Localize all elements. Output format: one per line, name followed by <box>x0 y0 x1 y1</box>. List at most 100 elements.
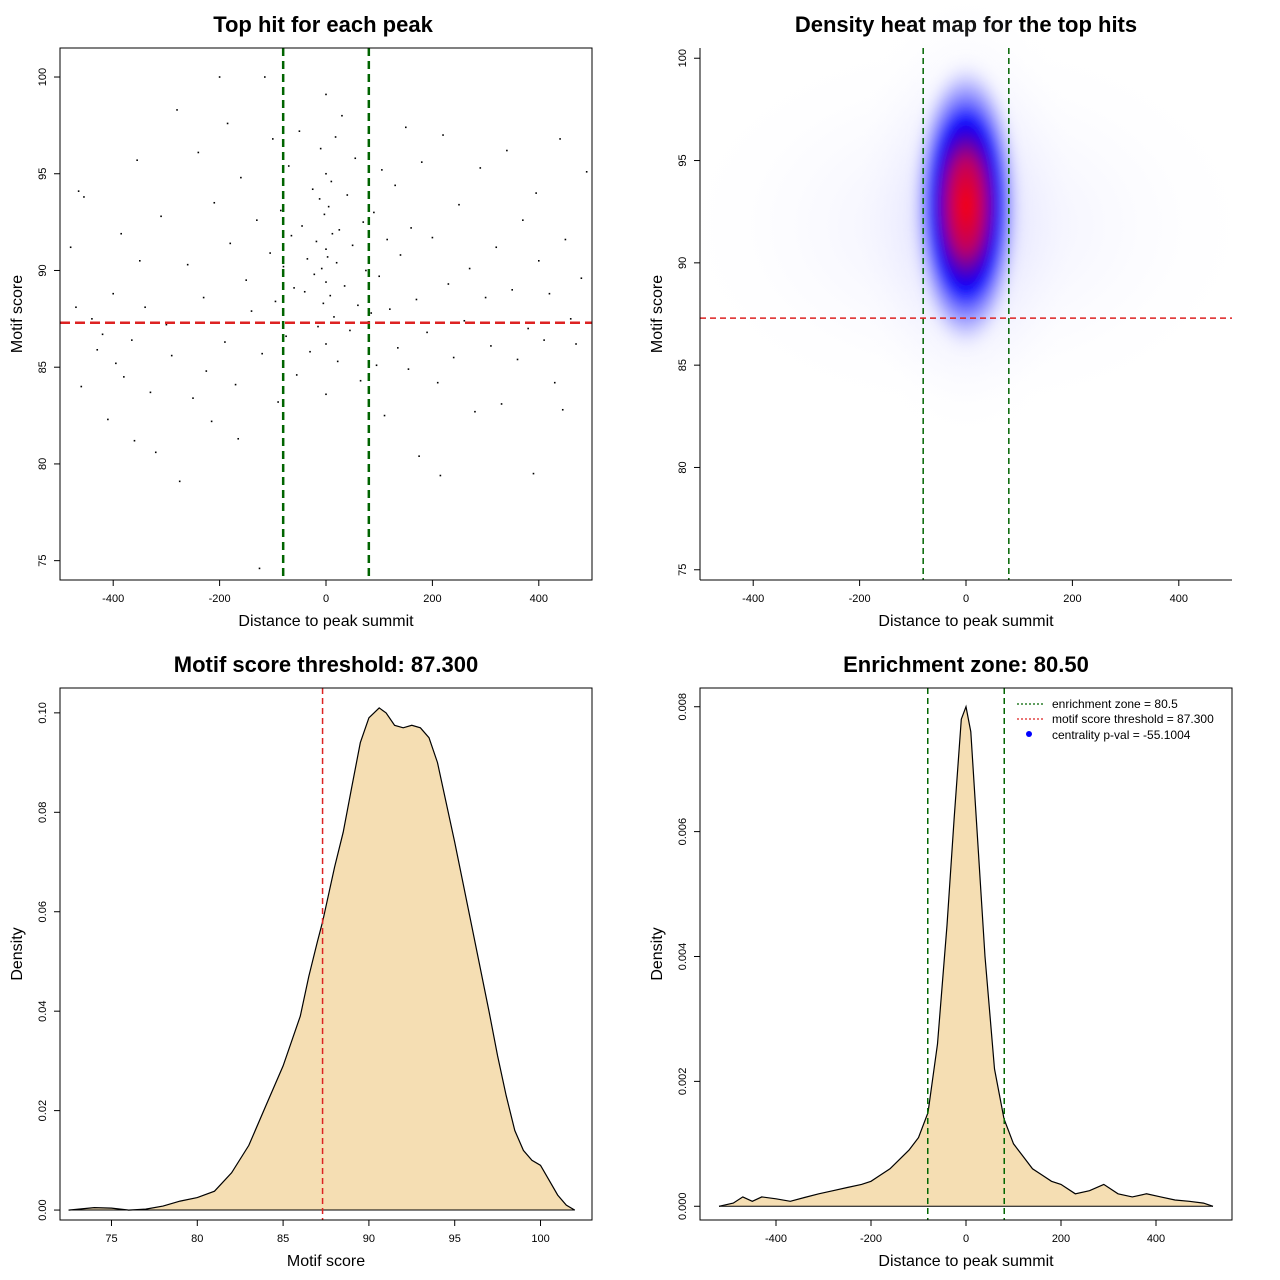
scatter-point <box>170 354 173 357</box>
scatter-point <box>394 184 396 187</box>
scatter-plot-frame <box>59 47 593 581</box>
scatter-point <box>197 151 200 154</box>
scatter-point <box>91 318 93 320</box>
heatmap-density-field <box>666 0 1266 580</box>
scatter-point <box>213 201 216 204</box>
scatter-point <box>436 381 439 384</box>
scatter-point <box>277 401 279 403</box>
scatter-xtick-label: -400 <box>102 593 124 605</box>
scatter-point <box>500 403 503 405</box>
scatter-point <box>325 393 327 396</box>
scatter-point <box>258 567 261 570</box>
scatter-point <box>123 376 125 378</box>
distance-density-curve <box>718 704 1214 1207</box>
heatmap-ytick-label: 80 <box>677 461 689 473</box>
scatter-point <box>83 196 85 198</box>
distance-density-xtick-label: 0 <box>963 1233 969 1245</box>
panel-score-density: Motif score threshold: 87.300 Motif scor… <box>9 652 593 1270</box>
scatter-point <box>319 147 322 150</box>
scatter-point <box>362 221 365 223</box>
scatter-point <box>261 352 263 355</box>
scatter-point <box>165 323 168 326</box>
scatter-title: Top hit for each peak <box>213 12 433 37</box>
scatter-point <box>224 341 226 343</box>
scatter-xlabel: Distance to peak summit <box>238 613 414 630</box>
scatter-point <box>511 289 513 291</box>
scatter-point <box>346 194 349 196</box>
distance-density-xtick-label: 400 <box>1147 1233 1165 1245</box>
scatter-point <box>468 267 471 270</box>
scatter-point <box>298 130 301 132</box>
scatter-point <box>325 281 327 283</box>
scatter-point <box>318 198 321 200</box>
distance-density-reference-lines <box>927 688 1005 1220</box>
scatter-point <box>490 345 492 347</box>
scatter-point <box>186 263 189 266</box>
distance-density-title: Enrichment zone: 80.50 <box>843 652 1089 677</box>
scatter-xtick-label: 200 <box>423 593 441 605</box>
score-density-xtick-label: 80 <box>191 1233 203 1245</box>
distance-density-ytick-label: 0.002 <box>677 1068 689 1096</box>
scatter-point <box>256 219 258 221</box>
legend-label-enrichment-zone: enrichment zone = 80.5 <box>1052 697 1178 711</box>
scatter-point <box>522 219 524 221</box>
score-density-ytick-label: 0.08 <box>37 802 49 823</box>
scatter-point <box>329 294 332 297</box>
scatter-point <box>325 248 327 250</box>
scatter-point <box>325 93 327 96</box>
scatter-point <box>516 358 519 361</box>
scatter-point <box>325 343 327 345</box>
scatter-point <box>120 232 122 235</box>
scatter-point <box>322 302 325 305</box>
scatter-point <box>303 290 306 293</box>
scatter-point <box>131 339 133 341</box>
distance-density-area-fill <box>719 706 1213 1207</box>
scatter-point <box>77 190 80 192</box>
scatter-point <box>357 304 359 307</box>
score-density-area-fill <box>68 707 575 1211</box>
scatter-point <box>192 397 194 399</box>
scatter-point <box>290 234 293 237</box>
scatter-xtick-label: 0 <box>323 593 329 605</box>
scatter-ytick-label: 80 <box>37 458 49 470</box>
scatter-point <box>240 176 242 179</box>
scatter-ytick-label: 95 <box>37 168 49 180</box>
scatter-point <box>234 383 237 386</box>
scatter-point <box>397 347 399 349</box>
heatmap-ytick-label: 100 <box>677 49 689 67</box>
score-density-ytick-label: 0.06 <box>37 901 49 922</box>
scatter-point <box>115 362 117 365</box>
heatmap-xtick-label: -400 <box>742 593 764 605</box>
scatter-point <box>548 292 551 295</box>
scatter-ytick-label: 85 <box>37 361 49 373</box>
scatter-point <box>532 472 535 475</box>
panel-heatmap: Density heat map for the top hits Distan… <box>649 0 1266 630</box>
scatter-point <box>218 76 221 78</box>
scatter-point <box>107 418 109 421</box>
scatter-point <box>389 308 391 310</box>
scatter-point <box>279 209 282 212</box>
scatter-point <box>75 306 77 309</box>
scatter-point <box>341 114 343 117</box>
distance-density-xtick-label: -400 <box>765 1233 787 1245</box>
scatter-point <box>205 370 208 372</box>
scatter-point <box>407 368 410 370</box>
scatter-point <box>383 414 386 417</box>
scatter-xtick-label: -200 <box>209 593 231 605</box>
scatter-point <box>415 298 418 301</box>
distance-density-xlabel: Distance to peak summit <box>878 1253 1054 1270</box>
score-density-xlabel: Motif score <box>287 1253 365 1270</box>
heatmap-xtick-label: 400 <box>1170 593 1188 605</box>
scatter-point <box>439 474 442 477</box>
scatter-point <box>343 285 346 287</box>
scatter-point <box>349 329 351 332</box>
scatter-point <box>447 283 450 285</box>
heatmap-density-core <box>910 55 1022 356</box>
score-density-xtick-label: 100 <box>531 1233 549 1245</box>
scatter-point <box>272 138 274 140</box>
legend-dot-centrality <box>1026 731 1032 737</box>
heatmap-ytick-label: 75 <box>677 564 689 576</box>
scatter-point <box>323 213 326 216</box>
score-density-xtick-label: 95 <box>449 1233 461 1245</box>
scatter-point <box>338 229 341 231</box>
